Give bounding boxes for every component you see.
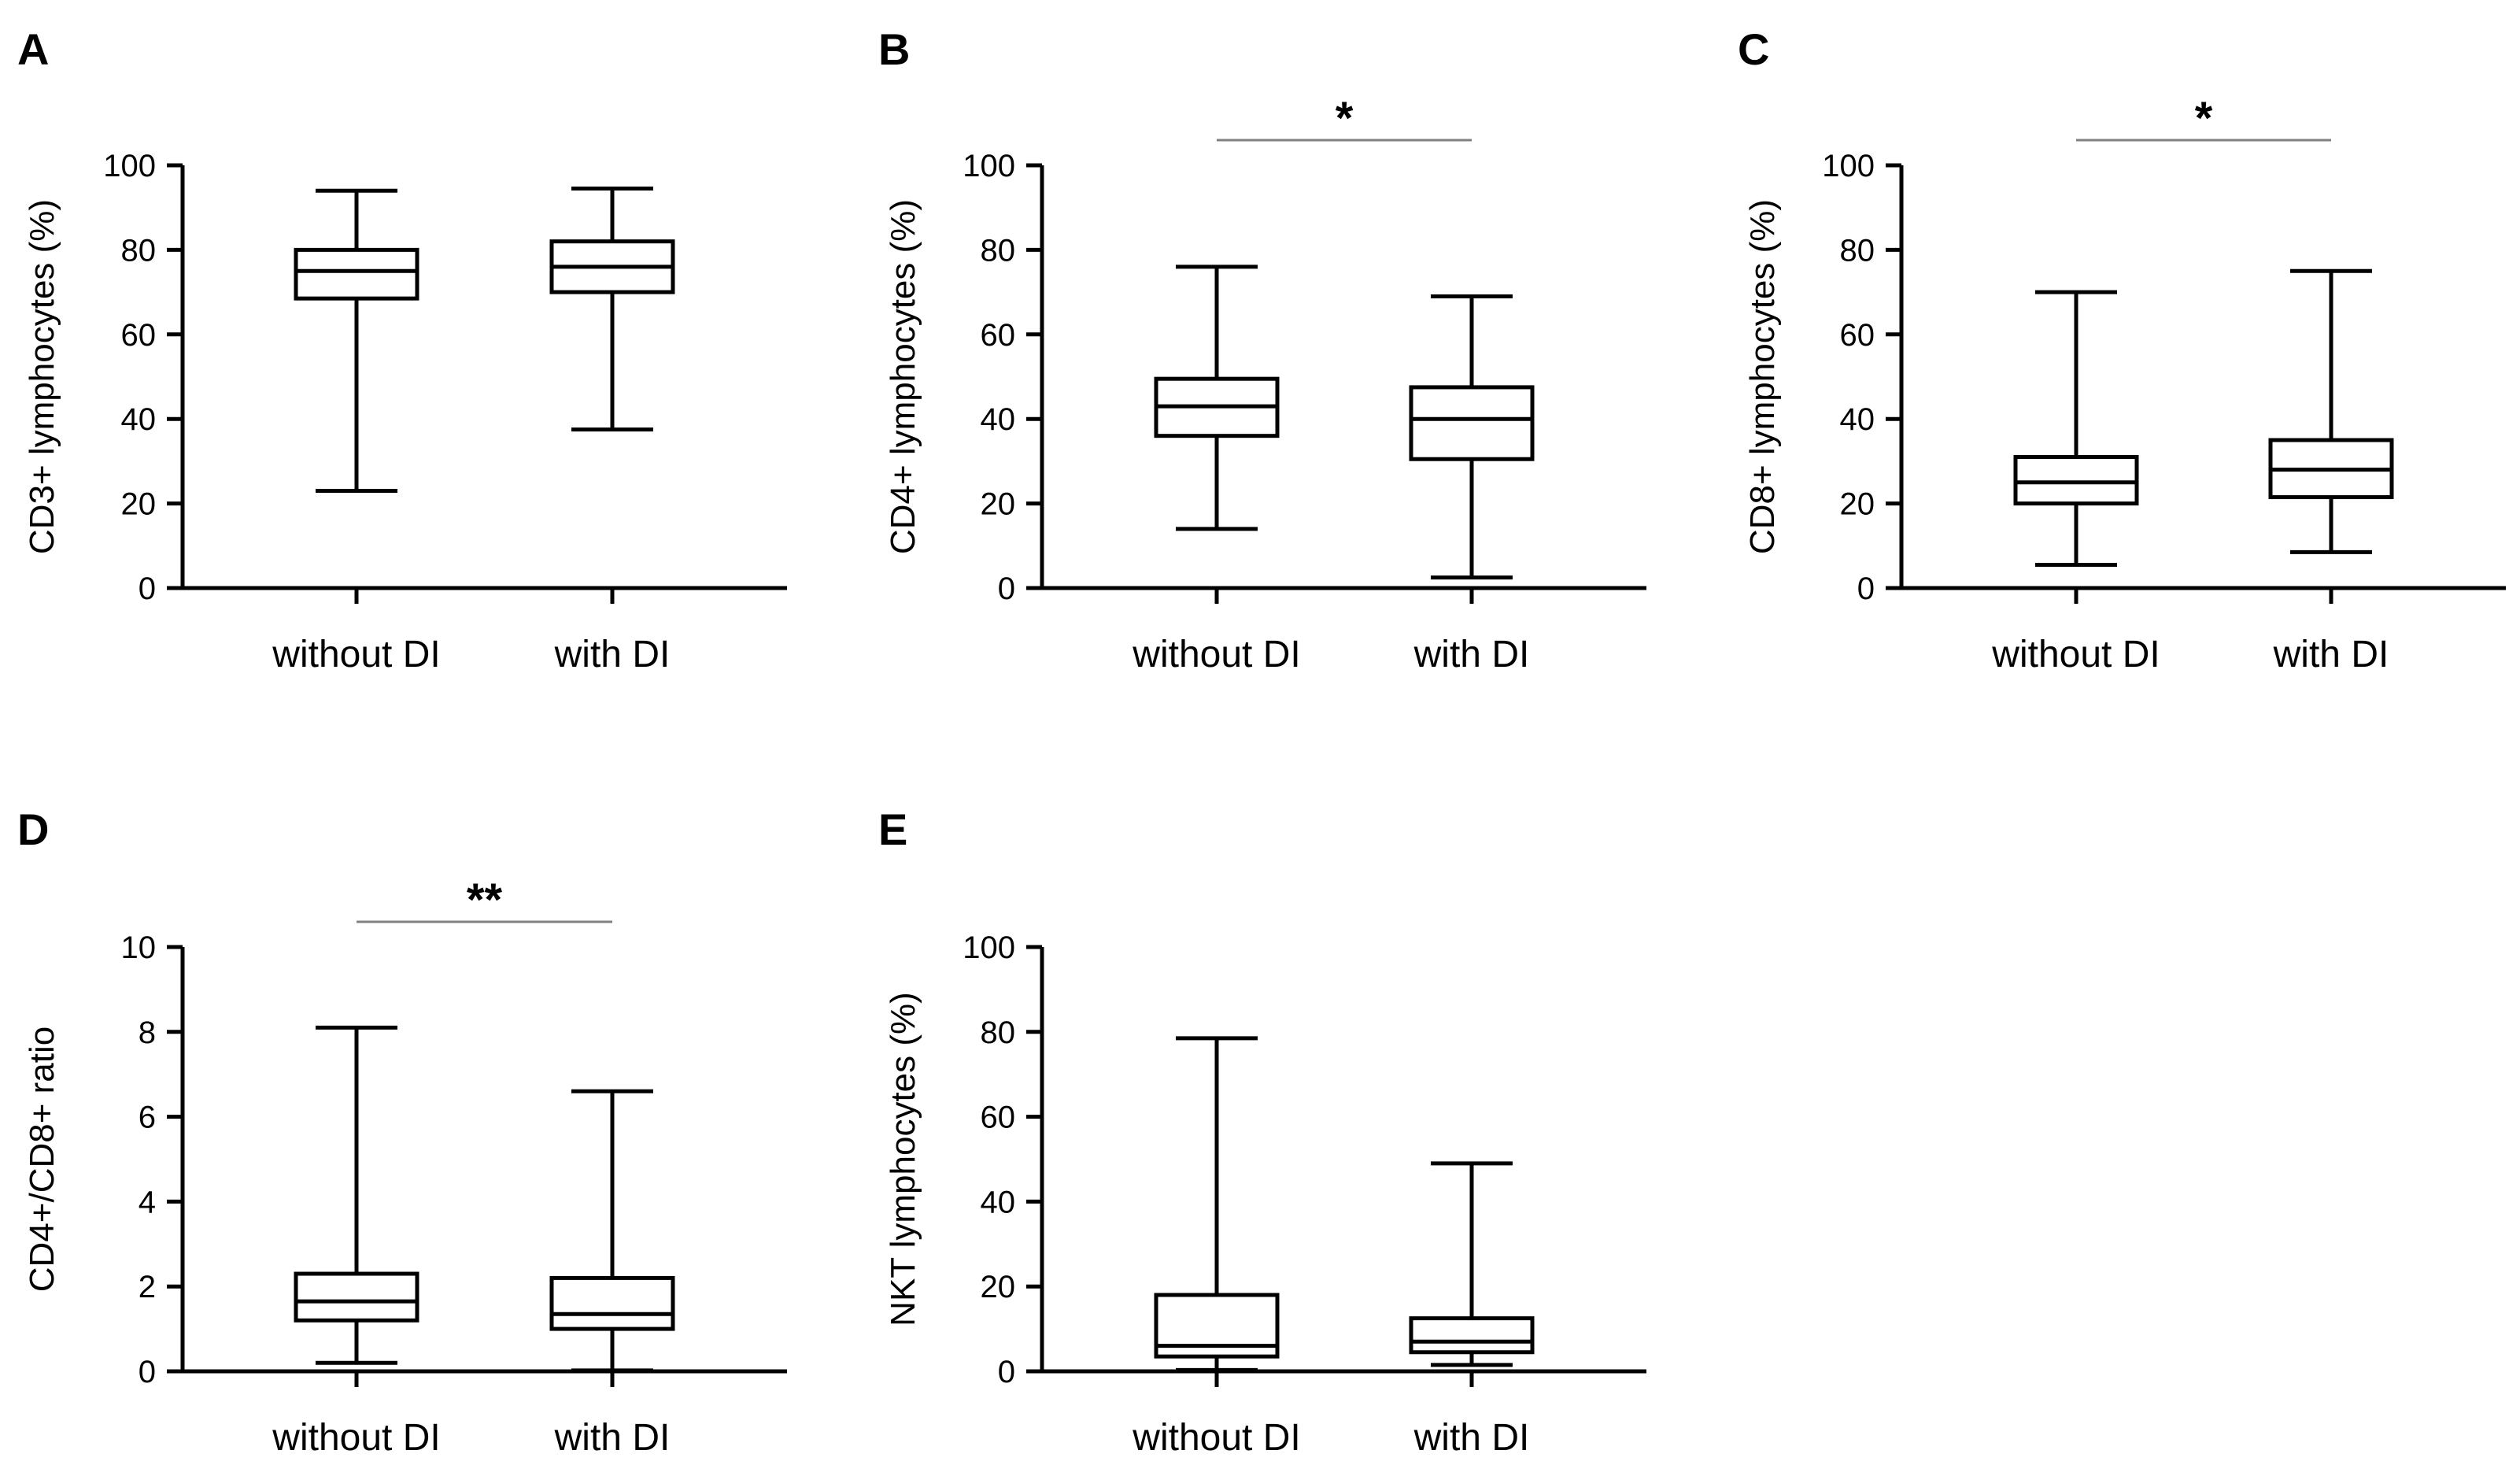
y-tick-label: 20 [1840, 487, 1875, 522]
panel-letter: B [878, 24, 910, 74]
y-tick-label: 100 [1822, 149, 1875, 183]
y-tick-label: 80 [981, 1016, 1016, 1050]
y-axis-title: CD8+ lymphocytes (%) [1743, 199, 1782, 554]
y-tick-label: 40 [121, 402, 157, 437]
y-tick-label: 60 [981, 1101, 1016, 1135]
panel-e: E 0 20 40 60 80 100 NKT lymphocytes (%) without … [878, 805, 1646, 1459]
significance-marker: * [2195, 93, 2213, 144]
y-tick-label: 4 [139, 1185, 156, 1219]
panel-letter: C [1738, 24, 1769, 74]
y-tick-label: 10 [121, 930, 157, 965]
panel-letter: A [17, 24, 49, 74]
y-tick-label: 60 [981, 318, 1016, 353]
iqr-box [294, 1271, 419, 1323]
x-category-label: with DI [1413, 1417, 1530, 1459]
panel-letter: E [878, 805, 907, 854]
y-tick-label: 20 [981, 487, 1016, 522]
y-tick-label: 40 [981, 402, 1016, 437]
y-tick-label: 40 [1840, 402, 1875, 437]
y-axis-title: CD4+/CD8+ ratio [23, 1027, 61, 1292]
x-category-label: with DI [2273, 634, 2389, 675]
x-category-label: without DI [272, 1417, 440, 1459]
panel-b: B 0 20 40 60 80 100 CD4+ lymphocytes (%) without… [878, 24, 1646, 675]
x-category-label: without DI [1132, 634, 1300, 675]
x-category-label: with DI [1413, 634, 1530, 675]
iqr-box [1409, 1316, 1535, 1355]
x-category-label: without DI [1991, 634, 2160, 675]
y-tick-label: 100 [103, 149, 156, 183]
y-axis-title: CD3+ lymphocytes (%) [23, 199, 61, 554]
x-category-label: without DI [272, 634, 440, 675]
box-plot [294, 188, 419, 493]
box-plot [1154, 265, 1280, 531]
y-axis-title: NKT lymphocytes (%) [884, 992, 922, 1326]
x-category-label: with DI [554, 634, 671, 675]
iqr-box [549, 1275, 675, 1331]
iqr-box [294, 247, 419, 301]
y-tick-label: 0 [1857, 572, 1875, 606]
panel-c: C 0 20 40 60 80 100 CD8+ lymphocytes (%) without… [1738, 24, 2506, 675]
box-plot [549, 187, 675, 432]
y-tick-label: 8 [139, 1016, 156, 1050]
y-tick-label: 80 [981, 233, 1016, 268]
significance-marker: ** [467, 875, 503, 926]
y-tick-label: 0 [139, 572, 156, 606]
box-plot [1154, 1036, 1280, 1372]
y-tick-label: 0 [998, 1355, 1015, 1389]
panel-letter: D [17, 805, 49, 854]
y-tick-label: 40 [981, 1185, 1016, 1219]
y-tick-label: 100 [963, 930, 1015, 965]
panel-d: D 0 2 4 6 8 10 CD4+/CD8+ ratio without DI with DI… [17, 805, 787, 1459]
y-tick-label: 0 [139, 1355, 156, 1389]
y-tick-label: 20 [981, 1270, 1016, 1304]
y-tick-label: 100 [963, 149, 1015, 183]
y-tick-label: 2 [139, 1270, 156, 1304]
box-plot [294, 1025, 419, 1365]
box-plot [549, 1089, 675, 1373]
y-tick-label: 80 [121, 233, 157, 268]
y-axis-title: CD4+ lymphocytes (%) [884, 199, 922, 554]
box-plot [1409, 294, 1535, 580]
x-category-label: without DI [1132, 1417, 1300, 1459]
iqr-box [1409, 385, 1535, 461]
x-category-label: with DI [554, 1417, 671, 1459]
box-plot [2013, 290, 2139, 567]
box-plot [2268, 268, 2394, 554]
y-tick-label: 80 [1840, 233, 1875, 268]
significance-marker: * [1336, 93, 1354, 144]
panel-a: A 0 20 40 60 80 100 CD3+ lymphocytes (%) without… [17, 24, 787, 675]
iqr-box [2013, 455, 2139, 506]
y-tick-label: 20 [121, 487, 157, 522]
y-tick-label: 60 [1840, 318, 1875, 353]
y-tick-label: 6 [139, 1101, 156, 1135]
y-tick-label: 0 [998, 572, 1015, 606]
y-tick-label: 60 [121, 318, 157, 353]
box-plot [1409, 1161, 1535, 1367]
